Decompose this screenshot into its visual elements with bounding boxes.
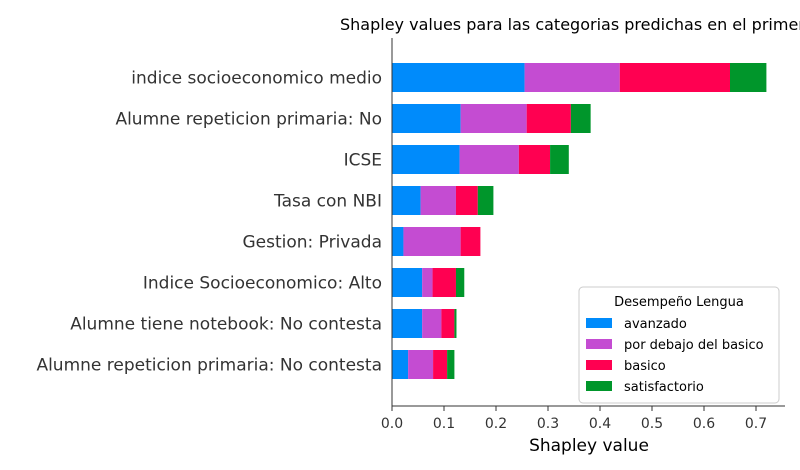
bar-basico-2 [518,145,551,174]
legend-items: avanzado por debajo del basico basico satis… [586,317,764,395]
bar-avanzado-6 [392,309,423,338]
legend-swatch-por-debajo-del-basico [586,339,612,349]
x-tick-label: 0.4 [589,416,611,432]
bar-por-debajo-del-basico-0 [524,63,620,92]
x-tick-label: 0.2 [485,416,507,432]
chart-title: Shapley values para las categorias predi… [340,15,800,34]
bar-basico-5 [432,268,456,297]
category-label: Tasa con NBI [273,192,382,212]
bar-basico-6 [441,309,455,338]
bar-basico-4 [460,227,481,256]
category-label: Alumne repeticion primaria: No [115,110,382,130]
bar-por-debajo-del-basico-4 [403,227,461,256]
bar-satisfactorio-3 [477,186,494,215]
bar-por-debajo-del-basico-6 [422,309,442,338]
bar-satisfactorio-6 [454,309,457,338]
legend-frame [578,286,780,404]
legend-swatch-avanzado [586,318,612,328]
bar-satisfactorio-5 [455,268,465,297]
bar-satisfactorio-1 [570,104,591,133]
category-label: indice socioeconomico medio [131,69,382,89]
x-tick-label: 0.3 [537,416,559,432]
category-label: Indice Socioeconomico: Alto [143,274,382,294]
bar-basico-0 [619,63,730,92]
bar-satisfactorio-0 [730,63,767,92]
legend-swatch-satisfactorio [586,381,612,391]
bar-por-debajo-del-basico-3 [420,186,456,215]
x-tick-label: 0.0 [381,416,403,432]
category-label: Alumne repeticion primaria: No contesta [36,356,382,376]
bar-basico-1 [526,104,571,133]
bar-avanzado-4 [392,227,404,256]
category-label: Alumne tiene notebook: No contesta [70,315,382,335]
bar-avanzado-5 [392,268,423,297]
legend-label: satisfactorio [624,380,704,395]
category-label: Gestion: Privada [242,233,382,253]
legend-swatch-basico [586,360,612,370]
x-tick-label: 0.1 [433,416,455,432]
bar-basico-7 [433,350,448,379]
bar-por-debajo-del-basico-1 [460,104,527,133]
x-tick-label: 0.5 [641,416,663,432]
bars-group [392,63,767,379]
bar-avanzado-3 [392,186,421,215]
x-tick-label: 0.6 [693,416,715,432]
x-axis-title: Shapley value [529,436,649,456]
legend-label: avanzado [624,317,687,332]
legend-label: por debajo del basico [624,338,764,353]
bar-satisfactorio-2 [550,145,569,174]
bar-por-debajo-del-basico-5 [422,268,433,297]
x-tick-label: 0.7 [745,416,767,432]
category-label: ICSE [344,151,382,171]
bar-satisfactorio-7 [447,350,455,379]
bar-avanzado-0 [392,63,525,92]
bar-avanzado-1 [392,104,461,133]
x-ticks: 0.0 0.1 0.2 0.3 0.4 0.5 0.6 0.7 [381,406,767,432]
bar-avanzado-7 [392,350,409,379]
legend-title: Desempeño Lengua [614,295,744,310]
legend-label: basico [624,359,666,374]
legend: Desempeño Lengua avanzado por debajo del … [578,286,780,404]
bar-por-debajo-del-basico-2 [459,145,519,174]
category-labels: indice socioeconomico medio Alumne repeti… [36,69,382,376]
bar-basico-3 [455,186,478,215]
bar-por-debajo-del-basico-7 [408,350,434,379]
bar-avanzado-2 [392,145,460,174]
